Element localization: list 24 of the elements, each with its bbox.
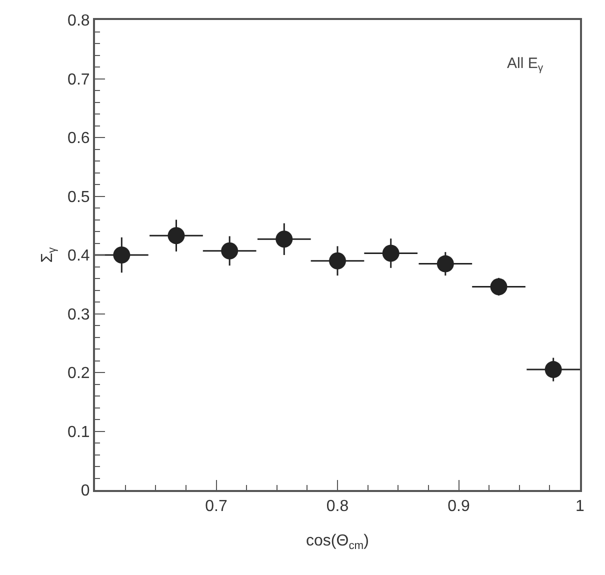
point [490,278,508,296]
y-tick-label: 0.7 [68,71,90,88]
point [221,242,238,260]
annotation: All E$_{γ}$ [507,55,544,74]
point [329,252,346,270]
point [436,255,454,272]
y-tick-label: 0.3 [68,306,90,324]
x-tick-label: 0.8 [326,498,349,516]
x-tick-label: 0.9 [448,498,470,516]
x-tick-label: 0.7 [205,498,228,516]
y-tick-label: 0.8 [68,12,90,30]
point [168,227,185,244]
y-tick-label: 0.1 [68,424,90,441]
point [113,246,130,264]
y-tick-label: 0.6 [68,130,90,148]
point [276,230,293,248]
y-tick-label: 0.2 [68,365,90,382]
y-tick-label: 0.4 [68,248,90,265]
point [544,361,562,378]
y-tick-label: 0.5 [68,188,90,206]
x-axis-title: cos(Θ$_{cm}$) [306,532,369,552]
point [382,244,400,262]
x-tick-label: 1 [576,498,585,516]
y-tick-label: 0 [80,482,90,500]
